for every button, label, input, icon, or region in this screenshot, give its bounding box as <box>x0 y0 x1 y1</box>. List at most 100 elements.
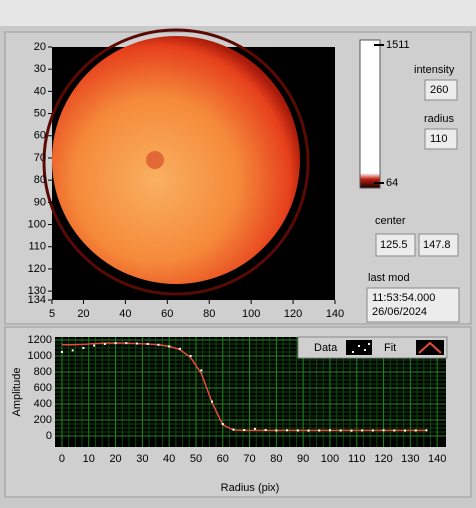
x-tick-label: 80 <box>203 308 215 320</box>
data-point <box>403 429 406 432</box>
x-tick-label: 120 <box>374 453 392 465</box>
x-axis-label: Radius (pix) <box>221 482 280 494</box>
last-mod-date: 26/06/2024 <box>372 306 427 318</box>
x-tick-label: 0 <box>59 453 65 465</box>
colorbar-max: 1511 <box>386 39 410 51</box>
data-point <box>146 342 149 345</box>
data-point <box>168 345 171 348</box>
x-tick-label: 20 <box>109 453 121 465</box>
x-tick-label: 120 <box>284 308 302 320</box>
center-x: 125.5 <box>380 239 408 251</box>
data-point <box>93 344 96 347</box>
legend-dot <box>358 345 360 347</box>
legend-dot <box>352 351 354 353</box>
data-point <box>189 354 192 357</box>
data-point <box>339 429 342 432</box>
data-point <box>296 429 299 432</box>
data-point <box>286 429 289 432</box>
y-tick-label: 400 <box>34 398 52 410</box>
center-y-box <box>418 233 459 257</box>
x-tick-label: 50 <box>190 453 202 465</box>
data-point <box>136 342 139 345</box>
data-point <box>178 347 181 350</box>
data-point <box>350 429 353 432</box>
legend-dot <box>368 343 370 345</box>
x-tick-label: 40 <box>119 308 131 320</box>
data-point <box>232 428 235 431</box>
data-point <box>425 429 428 432</box>
data-point <box>221 423 224 426</box>
legend-label: Fit <box>384 342 396 354</box>
data-point <box>200 369 203 372</box>
data-point <box>328 429 331 432</box>
y-tick-label: 100 <box>28 218 46 230</box>
x-tick-label: 5 <box>49 308 55 320</box>
data-point <box>414 429 417 432</box>
x-tick-label: 60 <box>161 308 173 320</box>
x-tick-label: 100 <box>242 308 260 320</box>
x-tick-label: 40 <box>163 453 175 465</box>
data-point <box>393 429 396 432</box>
y-tick-label: 120 <box>28 263 46 275</box>
y-tick-label: 20 <box>34 41 46 53</box>
y-tick-label: 800 <box>34 366 52 378</box>
colorbar <box>359 39 381 189</box>
data-point <box>361 429 364 432</box>
legend-swatch <box>346 340 372 355</box>
y-tick-label: 0 <box>46 430 52 442</box>
image-disk <box>52 36 300 284</box>
image-ring <box>42 28 310 296</box>
radius-box <box>424 128 458 150</box>
center-y: 147.8 <box>423 239 451 251</box>
legend <box>297 336 448 359</box>
data-point <box>318 429 321 432</box>
x-tick-label: 30 <box>136 453 148 465</box>
last-mod-time: 11:53:54.000 <box>372 292 435 304</box>
x-tick-label: 140 <box>428 453 446 465</box>
radius-label: radius <box>424 113 454 125</box>
legend-dot <box>364 349 366 351</box>
last-mod-box <box>366 287 460 323</box>
x-tick-label: 110 <box>348 453 366 465</box>
y-tick-label: 30 <box>34 63 46 75</box>
radius-value: 110 <box>430 133 448 145</box>
x-tick-label: 90 <box>297 453 309 465</box>
center-x-box <box>375 233 416 257</box>
data-point <box>307 429 310 432</box>
y-tick-label: 70 <box>34 152 46 164</box>
y-tick-label: 110 <box>28 241 46 253</box>
intensity-value: 260 <box>430 84 448 96</box>
y-tick-label: 1000 <box>28 350 52 362</box>
y-tick-label: 50 <box>34 107 46 119</box>
x-tick-label: 140 <box>326 308 344 320</box>
intensity-box <box>424 79 458 101</box>
y-tick-label: 130 <box>28 285 46 297</box>
legend-line <box>418 341 442 354</box>
center-label: center <box>375 215 406 227</box>
x-tick-label: 70 <box>243 453 255 465</box>
legend-label: Data <box>314 342 338 354</box>
data-point <box>382 429 385 432</box>
data-point <box>82 346 85 349</box>
legend-swatch <box>416 340 444 355</box>
y-tick-label: 1200 <box>28 334 52 346</box>
data-point <box>71 349 74 352</box>
y-tick-label: 600 <box>34 382 52 394</box>
data-point <box>275 429 278 432</box>
last-mod-label: last mod <box>368 272 410 284</box>
x-tick-label: 60 <box>217 453 229 465</box>
y-tick-label: 40 <box>34 85 46 97</box>
data-point <box>60 350 63 353</box>
y-tick-label: 90 <box>34 196 46 208</box>
x-tick-label: 10 <box>83 453 95 465</box>
x-tick-label: 130 <box>401 453 419 465</box>
x-tick-label: 20 <box>77 308 89 320</box>
y-tick-label: 60 <box>34 130 46 142</box>
y-tick-label: 134 <box>28 294 46 306</box>
y-axis-label: Amplitude <box>11 368 23 417</box>
data-point <box>211 400 214 403</box>
image-spot <box>146 151 164 169</box>
data-point <box>114 342 117 345</box>
toolbar <box>0 0 476 26</box>
